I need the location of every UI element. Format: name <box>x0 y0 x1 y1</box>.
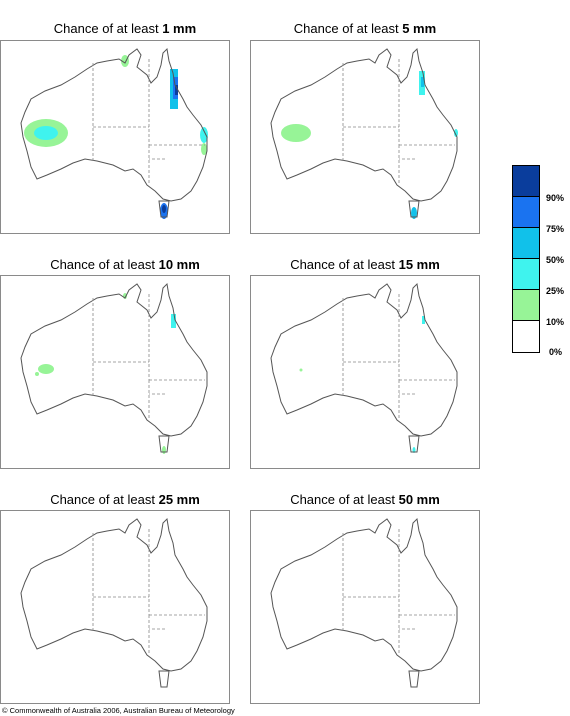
state-borders <box>342 294 455 418</box>
legend-label-90: 90% <box>546 193 565 203</box>
title-prefix: Chance of at least <box>290 257 395 272</box>
title-amount: 1 mm <box>162 21 197 36</box>
title-amount: 50 mm <box>398 492 440 507</box>
tasmania-outline <box>158 670 170 688</box>
panel-title-1mm: Chance of at least 1 mm <box>10 21 240 37</box>
legend-swatch-25-50 <box>513 259 539 290</box>
australia-map <box>270 282 458 453</box>
panel-title-50mm: Chance of at least 50 mm <box>250 492 480 508</box>
rain-areas <box>35 293 176 454</box>
legend-label-0: 0% <box>549 347 563 357</box>
map-panel-25mm <box>0 510 230 704</box>
state-borders <box>92 294 205 418</box>
australia-map <box>270 47 458 219</box>
coastline <box>270 517 458 672</box>
panel-title-10mm: Chance of at least 10 mm <box>10 257 240 273</box>
australia-map <box>20 282 208 454</box>
tasmania-outline <box>158 435 170 453</box>
probability-legend <box>512 165 540 353</box>
title-amount: 25 mm <box>158 492 200 507</box>
australia-map <box>20 47 208 219</box>
tasmania-outline <box>408 200 420 218</box>
state-borders <box>92 529 205 653</box>
legend-label-25: 25% <box>546 286 565 296</box>
coastline <box>20 47 208 202</box>
legend-swatch-0-10 <box>513 321 539 352</box>
coastline <box>20 282 208 437</box>
copyright-notice: © Commonwealth of Australia 2006, Austra… <box>2 706 235 715</box>
coastline <box>20 517 208 672</box>
legend-swatch-75-90 <box>513 197 539 228</box>
tasmania-outline <box>408 435 420 453</box>
australia-map <box>20 517 208 688</box>
title-prefix: Chance of at least <box>290 492 395 507</box>
legend-label-75: 75% <box>546 224 565 234</box>
coastline <box>270 47 458 202</box>
title-prefix: Chance of at least <box>53 21 159 36</box>
legend-label-10: 10% <box>546 317 565 327</box>
state-borders <box>92 59 205 183</box>
rain-areas <box>299 316 425 453</box>
title-prefix: Chance of at least <box>50 492 155 507</box>
panel-title-25mm: Chance of at least 25 mm <box>10 492 240 508</box>
title-amount: 5 mm <box>402 21 437 36</box>
rain-areas <box>281 71 458 219</box>
tasmania-outline <box>158 200 170 218</box>
map-panel-10mm <box>0 275 230 469</box>
title-amount: 10 mm <box>158 257 200 272</box>
legend-swatch-90-100 <box>513 166 539 197</box>
title-prefix: Chance of at least <box>293 21 399 36</box>
australia-map <box>270 517 458 688</box>
map-panel-1mm <box>0 40 230 234</box>
rain-areas <box>24 55 208 219</box>
coastline <box>270 282 458 437</box>
state-borders <box>342 529 455 653</box>
legend-label-50: 50% <box>546 255 565 265</box>
tasmania-outline <box>408 670 420 688</box>
legend-swatch-50-75 <box>513 228 539 259</box>
panel-title-5mm: Chance of at least 5 mm <box>250 21 480 37</box>
legend-swatch-10-25 <box>513 290 539 321</box>
map-panel-50mm <box>250 510 480 704</box>
map-panel-15mm <box>250 275 480 469</box>
map-panel-5mm <box>250 40 480 234</box>
state-borders <box>342 59 455 183</box>
title-prefix: Chance of at least <box>50 257 155 272</box>
panel-title-15mm: Chance of at least 15 mm <box>250 257 480 273</box>
title-amount: 15 mm <box>398 257 440 272</box>
